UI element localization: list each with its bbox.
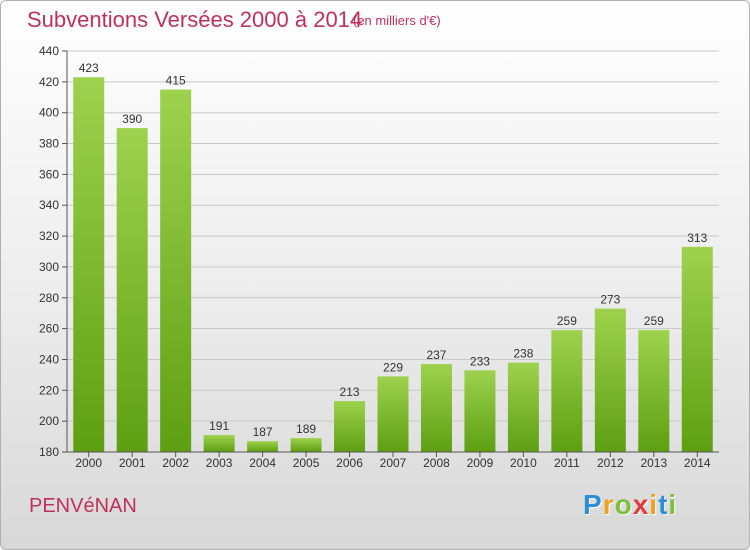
y-tick-label: 360 [39,167,59,181]
commune-name: PENVéNAN [29,495,137,517]
x-axis: 2000 2001 2002 2003 2004 2005 2006 2007 2008 2009… [67,451,719,470]
y-tick-label: 280 [39,291,59,305]
bar-value-label: 229 [383,360,403,374]
bar-value-label: 191 [209,419,229,433]
bar [247,441,279,452]
logo-letter: i [649,489,659,520]
bar [203,435,235,452]
x-tick-label: 2014 [684,456,711,470]
bar [594,308,626,452]
bar-value-label: 237 [426,348,446,362]
bar-value-label: 187 [253,425,273,439]
y-tick-label: 220 [39,383,59,397]
bar-value-label: 238 [513,347,533,361]
x-tick-label: 2007 [380,456,407,470]
bar [160,89,192,453]
bar [116,128,148,452]
x-tick-label: 2011 [554,456,580,470]
x-tick-label: 2010 [510,456,537,470]
x-tick-label: 2004 [249,456,276,470]
y-tick-label: 320 [39,229,59,243]
y-tick-label: 340 [39,198,59,212]
bar-value-label: 273 [600,293,620,307]
x-tick-label: 2002 [162,456,189,470]
y-tick-label: 420 [39,75,59,89]
bar-value-label: 390 [122,112,142,126]
y-tick-label: 400 [39,106,59,120]
bar-value-label: 213 [340,385,360,399]
y-tick-label: 300 [39,260,59,274]
x-tick-label: 2012 [597,456,624,470]
x-tick-label: 2006 [336,456,363,470]
y-tick-label: 240 [39,352,59,366]
x-tick-label: 2001 [119,456,146,470]
proxiti-logo[interactable]: Proxiti [583,489,677,521]
bar-value-label: 423 [79,61,99,75]
chart-subtitle: (en milliers d'€) [353,13,441,28]
logo-letter: P [583,489,603,520]
bar [290,438,322,452]
logo-letter: o [614,489,633,520]
y-axis: 180 200 220 240 260 280 300 320 340 360 380 400 420 4… [39,44,68,459]
bar [73,77,105,452]
y-tick-label: 260 [39,322,59,336]
bar-value-label: 259 [644,314,664,328]
bar-value-label: 313 [687,231,707,245]
chart-title: Subventions Versées 2000 à 2014 [27,7,363,32]
y-tick-label: 380 [39,137,59,151]
bar [334,401,366,452]
y-tick-label: 440 [39,44,59,58]
bar-value-label: 415 [166,74,186,88]
bar [638,330,670,452]
x-tick-label: 2013 [640,456,667,470]
bar [464,370,496,452]
bar [551,330,583,452]
x-tick-label: 2008 [423,456,450,470]
bar-value-label: 233 [470,354,490,368]
bar [507,362,539,452]
bar-value-label: 259 [557,314,577,328]
bar [420,364,452,452]
logo-letter: x [632,489,650,520]
y-tick-label: 180 [39,445,59,459]
bars: 423 390 415 191 187 189 213 229 237 233 238 259 273 2… [73,61,713,453]
x-tick-label: 2003 [206,456,233,470]
logo-letter: t [658,489,669,520]
logo-letter: i [668,489,678,520]
x-tick-label: 2000 [75,456,102,470]
x-tick-label: 2009 [467,456,494,470]
bar [377,376,409,452]
bar [681,246,713,452]
y-tick-label: 200 [39,414,59,428]
logo-letter: r [602,489,615,520]
bar-value-label: 189 [296,422,316,436]
x-tick-label: 2005 [293,456,320,470]
